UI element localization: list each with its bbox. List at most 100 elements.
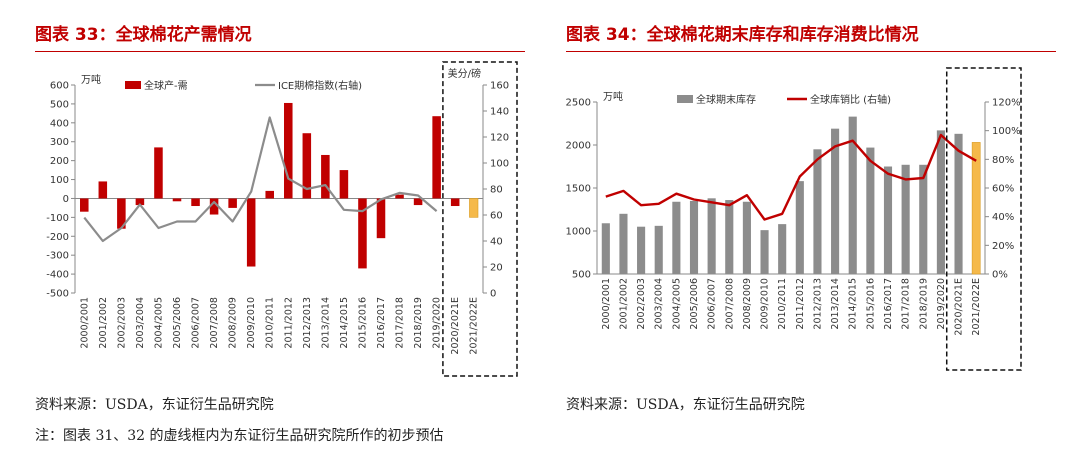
left-tick-label: 2500 <box>566 98 591 109</box>
x-tick-label: 2019/2020 <box>432 297 443 349</box>
legend-line-label: 全球库销比 (右轴) <box>810 93 891 106</box>
x-tick-label: 2015/2016 <box>865 278 876 330</box>
x-tick-label: 2004/2005 <box>153 297 164 349</box>
left-tick-label: 400 <box>50 118 69 129</box>
x-tick-label: 2008/2009 <box>742 278 753 330</box>
bar <box>191 198 200 207</box>
bar <box>742 201 751 274</box>
x-tick-label: 2020/2021E <box>954 278 965 336</box>
chart1-title: 图表 33：全球棉花产需情况 <box>35 25 252 45</box>
chart2-title: 图表 34：全球棉花期末库存和库存消费比情况 <box>566 25 919 45</box>
x-tick-label: 2009/2010 <box>246 297 257 349</box>
left-unit: 万吨 <box>603 90 623 103</box>
x-tick-label: 2018/2019 <box>918 278 929 330</box>
left-tick-label: 300 <box>50 137 69 148</box>
bar <box>601 223 610 274</box>
chart2-title-rule <box>566 51 1056 52</box>
chart-global-ending-stocks: 500 1000 1500 2000 2500 0% 20% 40% 60% 80% 100% 120… <box>566 67 1022 371</box>
left-tick-label: 1000 <box>566 227 591 238</box>
bar <box>654 225 663 274</box>
bar <box>321 154 330 199</box>
x-tick-label: 2017/2018 <box>901 278 912 330</box>
x-tick-label: 2003/2004 <box>135 297 146 349</box>
right-tick-label: 20% <box>992 241 1014 252</box>
x-tick-label: 2016/2017 <box>376 297 387 349</box>
x-tick-label: 2005/2006 <box>172 297 183 349</box>
x-tick-label: 2002/2003 <box>636 278 647 330</box>
bar <box>689 200 699 274</box>
right-tick-label: 80% <box>992 155 1014 166</box>
x-tick-label: 2014/2015 <box>848 278 859 330</box>
chart2-source: 资料来源：USDA，东证衍生品研究院 <box>566 397 805 413</box>
right-tick-label: 120% <box>992 98 1021 109</box>
left-tick-label: -500 <box>46 289 69 300</box>
x-tick-label: 2002/2003 <box>116 297 127 349</box>
x-tick-label: 2011/2012 <box>283 297 294 349</box>
x-tick-label: 2020/2021E <box>450 297 461 355</box>
right-tick-label: 20 <box>490 263 503 274</box>
x-tick-label: 2009/2010 <box>760 278 771 330</box>
bar <box>813 149 822 274</box>
footnote: 注：图表 31、32 的虚线框内为东证衍生品研究院所作的初步预估 <box>35 428 444 444</box>
left-tick-label: 600 <box>50 81 69 92</box>
bar <box>778 224 787 274</box>
bar <box>432 116 441 199</box>
bar <box>672 201 681 274</box>
left-tick-label: -300 <box>46 251 69 262</box>
x-tick-label: 2008/2009 <box>228 297 239 349</box>
bar <box>707 198 716 274</box>
bar <box>209 198 219 215</box>
x-tick-label: 2010/2011 <box>265 297 276 349</box>
x-tick-label: 2001/2002 <box>98 297 109 349</box>
bar <box>376 198 386 239</box>
bar <box>760 230 769 274</box>
right-tick-label: 140 <box>490 107 509 118</box>
right-tick-label: 60% <box>992 184 1014 195</box>
bar <box>172 198 182 202</box>
right-tick-label: 40 <box>490 237 503 248</box>
right-tick-label: 0 <box>490 289 496 300</box>
left-tick-label: 500 <box>572 270 591 281</box>
bar <box>450 198 460 207</box>
bar <box>246 198 256 267</box>
bar <box>339 170 349 199</box>
bar <box>954 133 963 274</box>
right-tick-label: 80 <box>490 185 503 196</box>
x-tick-label: 2001/2002 <box>618 278 629 330</box>
series-line <box>83 116 438 243</box>
x-tick-label: 2004/2005 <box>671 278 682 330</box>
bar <box>619 213 628 274</box>
left-tick-label: 100 <box>50 175 69 186</box>
x-tick-label: 2015/2016 <box>357 297 368 349</box>
right-unit: 美分/磅 <box>448 67 481 80</box>
x-tick-label: 2021/2022E <box>469 297 480 355</box>
x-tick-label: 2000/2001 <box>601 278 612 330</box>
bar <box>637 226 646 274</box>
x-tick-label: 2010/2011 <box>777 278 788 330</box>
right-tick-label: 100 <box>490 159 509 170</box>
chart1-title-rule <box>35 51 525 52</box>
bar <box>936 130 945 274</box>
bar <box>848 116 857 274</box>
x-tick-label: 2006/2007 <box>191 297 202 349</box>
left-tick-label: 1500 <box>566 184 591 195</box>
right-tick-label: 120 <box>490 133 509 144</box>
x-tick-label: 2003/2004 <box>654 278 665 330</box>
x-tick-label: 2011/2012 <box>795 278 806 330</box>
bar <box>154 147 163 199</box>
x-tick-label: 2007/2008 <box>724 278 735 330</box>
legend-bar-swatch <box>125 81 141 89</box>
x-tick-label: 2017/2018 <box>395 297 406 349</box>
x-tick-label: 2012/2013 <box>302 297 313 349</box>
x-tick-label: 2021/2022E <box>971 278 982 336</box>
legend-bar-label: 全球期末库存 <box>696 93 756 106</box>
legend-line-label: ICE期棉指数(右轴) <box>278 79 362 92</box>
x-tick-label: 2006/2007 <box>707 278 718 330</box>
x-tick-label: 2014/2015 <box>339 297 350 349</box>
bar <box>866 147 875 274</box>
bar <box>80 198 89 212</box>
bar <box>98 181 108 199</box>
bar <box>725 200 734 274</box>
bar <box>971 142 981 275</box>
x-tick-label: 2016/2017 <box>883 278 894 330</box>
